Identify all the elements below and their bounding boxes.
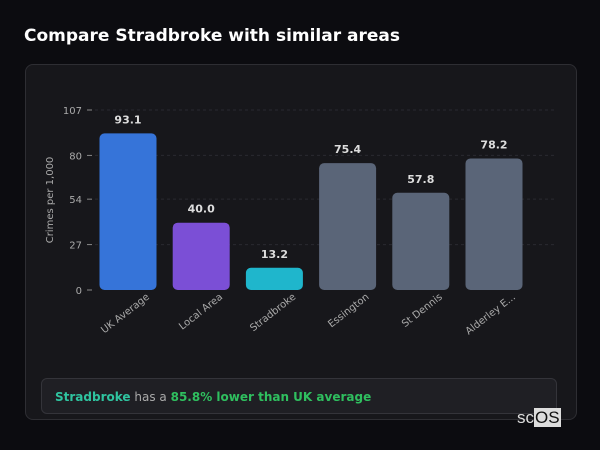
data-label: 93.1 <box>114 113 141 126</box>
bar <box>319 163 377 290</box>
x-tick-label: Stradbroke <box>248 292 298 334</box>
data-label: 75.4 <box>334 143 361 156</box>
bar <box>465 158 523 290</box>
data-label: 78.2 <box>480 138 507 151</box>
summary-place: Stradbroke <box>55 390 131 404</box>
x-tick-label: Alderley E... <box>464 292 518 338</box>
x-tick-label: UK Average <box>99 292 152 336</box>
x-tick-label: Essington <box>326 292 371 331</box>
y-tick-label: 54 <box>69 195 82 206</box>
summary-stat: 85.8% lower than UK average <box>170 390 372 404</box>
data-label: 57.8 <box>407 173 434 186</box>
page-title: Compare Stradbroke with similar areas <box>24 26 401 46</box>
y-tick-label: 27 <box>69 241 82 252</box>
x-tick-label: St Dennis <box>400 292 445 330</box>
bar <box>172 222 230 290</box>
x-tick-label: Local Area <box>177 292 225 333</box>
logo: scOS <box>517 408 561 427</box>
y-tick-label: 0 <box>76 286 82 297</box>
y-tick-label: 107 <box>63 106 82 117</box>
y-tick-label: 80 <box>69 151 82 162</box>
data-label: 40.0 <box>188 203 215 216</box>
bar <box>245 267 303 290</box>
bar <box>99 133 157 290</box>
y-axis-label: Crimes per 1,000 <box>45 157 56 244</box>
summary-box: Stradbroke has a 85.8% lower than UK ave… <box>41 378 557 414</box>
summary-middle: has a <box>134 390 167 404</box>
data-label: 13.2 <box>261 248 288 261</box>
bar <box>392 192 450 290</box>
